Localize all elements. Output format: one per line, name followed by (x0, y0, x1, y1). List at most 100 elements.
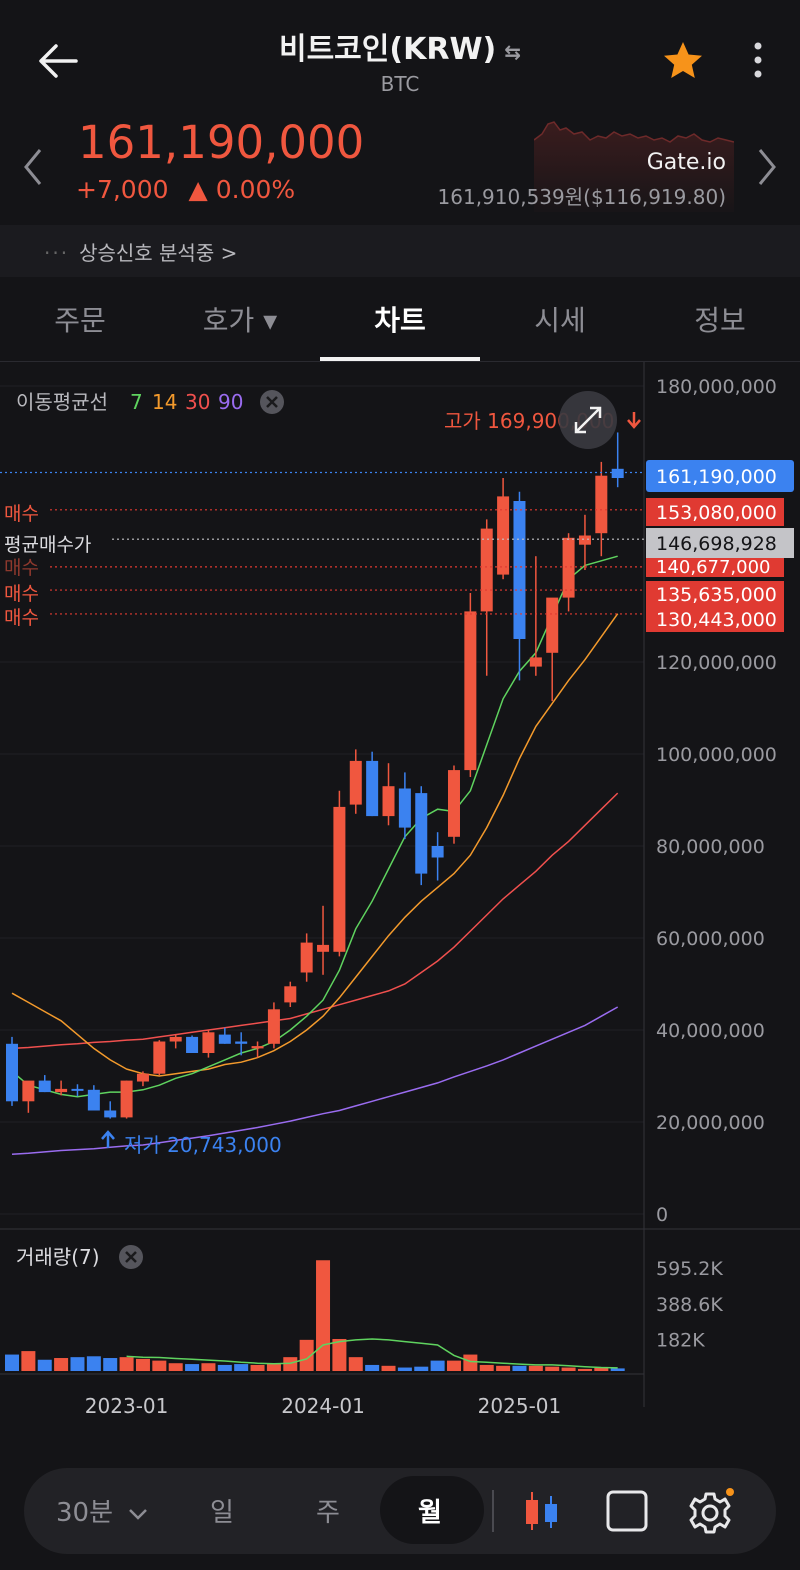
buy-label-2: 매수 (4, 583, 39, 605)
svg-text:135,635,000: 135,635,000 (656, 584, 777, 606)
y-axis-ticks: 180,000,000 120,000,000 100,000,000 80,000,… (656, 376, 777, 1226)
volume-bar (250, 1364, 265, 1371)
candle-body (398, 788, 411, 828)
svg-text:140,677,000: 140,677,000 (656, 557, 771, 578)
dots-icon: ··· (44, 241, 70, 265)
volume-bar (70, 1357, 85, 1371)
interval-value: 30분 (56, 1498, 114, 1528)
fullscreen-button[interactable] (559, 391, 617, 449)
volume-bar (365, 1364, 380, 1371)
tab-order[interactable]: 주문 (54, 304, 106, 337)
candle-body (169, 1036, 182, 1042)
candle-type-icon[interactable] (520, 1488, 564, 1534)
candle-body (431, 846, 444, 858)
ma-line-14 (11, 613, 619, 1077)
swap-icon[interactable]: ⇆ (504, 40, 522, 64)
y-tick-label: 120,000,000 (656, 652, 777, 674)
volume-bar (283, 1357, 298, 1371)
candle-body (55, 1088, 68, 1093)
interval-month-active-bg (380, 1476, 484, 1544)
tab-bar: 주문 호가 ▾ 차트 시세 정보 (0, 277, 800, 362)
volume-bars (5, 1260, 625, 1371)
more-vert-icon[interactable] (746, 38, 770, 84)
ma-line-7 (11, 555, 618, 1098)
volume-bar (37, 1359, 52, 1371)
volume-tick-label: 388.6K (656, 1294, 723, 1316)
candle-body (202, 1032, 215, 1053)
volume-bar (463, 1354, 478, 1371)
close-ma-legend-icon[interactable] (260, 390, 284, 414)
tab-orderbook[interactable]: 호가 ▾ (202, 304, 278, 337)
candle-body (562, 537, 575, 598)
svg-text:161,190,000: 161,190,000 (656, 466, 777, 488)
candle-body (333, 806, 346, 952)
candle-body (480, 528, 493, 612)
interval-day-button[interactable]: 일 (210, 1498, 234, 1528)
interval-month-button[interactable]: 월 (418, 1498, 442, 1528)
price-tag-buy3: 130,443,000 (646, 606, 784, 632)
tab-market[interactable]: 시세 (534, 304, 586, 337)
interval-week-button[interactable]: 주 (316, 1498, 340, 1528)
volume-bar (610, 1368, 625, 1371)
page-title[interactable]: 비트코인(KRW) ⇆ (0, 24, 800, 68)
x-tick-label: 2024-01 (281, 1394, 365, 1418)
volume-bar (479, 1364, 494, 1371)
volume-ma-line (126, 1338, 618, 1369)
order-lines (0, 471, 644, 615)
price-tag-buy2: 135,635,000 (646, 581, 784, 607)
candle-body (6, 1043, 18, 1102)
star-icon[interactable] (660, 38, 706, 84)
price-chart[interactable]: 180,000,000 120,000,000 100,000,000 80,000,… (0, 362, 800, 1462)
volume-bar (545, 1366, 560, 1371)
volume-bar (594, 1367, 609, 1371)
page-subtitle: BTC (380, 72, 420, 96)
y-tick-label: 20,000,000 (656, 1112, 765, 1134)
ma-line-90 (11, 1006, 619, 1155)
volume-bar (5, 1354, 19, 1371)
buy-label-1: 매수 (4, 503, 39, 525)
ma-line-30 (11, 792, 619, 1050)
drawing-tool-icon[interactable] (604, 1488, 650, 1534)
chevron-right-icon[interactable] (752, 146, 782, 188)
avg-buy-label: 평균매수가 (4, 534, 91, 556)
gear-icon[interactable] (688, 1486, 736, 1536)
volume-bar (348, 1357, 363, 1371)
back-arrow-icon[interactable] (36, 38, 82, 84)
buy-label-3: 매수 (4, 607, 39, 629)
volume-bar (577, 1368, 592, 1371)
candle-body (513, 501, 526, 639)
volume-bar (103, 1358, 118, 1371)
signal-bar[interactable]: ··· 상승신호 분석중 > (0, 225, 800, 277)
chevron-left-icon[interactable] (18, 146, 48, 188)
volume-bar (152, 1360, 167, 1371)
y-tick-label: 60,000,000 (656, 928, 765, 950)
mini-sparkline (534, 121, 734, 212)
close-volume-legend-icon[interactable] (119, 1245, 143, 1269)
volume-tick-label: 182K (656, 1330, 705, 1352)
buy-label-hidden: 매수 (4, 557, 39, 579)
candle-body (300, 942, 313, 973)
ma-legend-7: 7 (130, 390, 143, 414)
ma-legend-14: 14 (152, 390, 177, 414)
volume-tick-label: 595.2K (656, 1258, 723, 1280)
tab-info[interactable]: 정보 (694, 304, 746, 337)
signal-text: 상승신호 분석중 > (79, 241, 238, 265)
y-tick-label: 80,000,000 (656, 836, 765, 858)
volume-bar (54, 1358, 69, 1371)
candle-body (595, 475, 608, 534)
volume-bar (414, 1366, 429, 1371)
price-tag-buy1: 153,080,000 (646, 498, 784, 526)
candle-body (87, 1089, 100, 1111)
candle-body (546, 597, 559, 653)
candle-body (235, 1041, 248, 1044)
candle-body (251, 1046, 264, 1049)
toolbar-divider (492, 1490, 494, 1532)
volume-bar (430, 1360, 445, 1371)
tab-chart[interactable]: 차트 (374, 304, 426, 337)
price-tag-hidden: 140,677,000 (646, 555, 784, 578)
volume-bar (234, 1364, 249, 1371)
candle-body (529, 657, 542, 667)
candle-body (611, 468, 624, 478)
candle-body (120, 1080, 133, 1118)
interval-select[interactable]: 30분 (56, 1492, 149, 1529)
